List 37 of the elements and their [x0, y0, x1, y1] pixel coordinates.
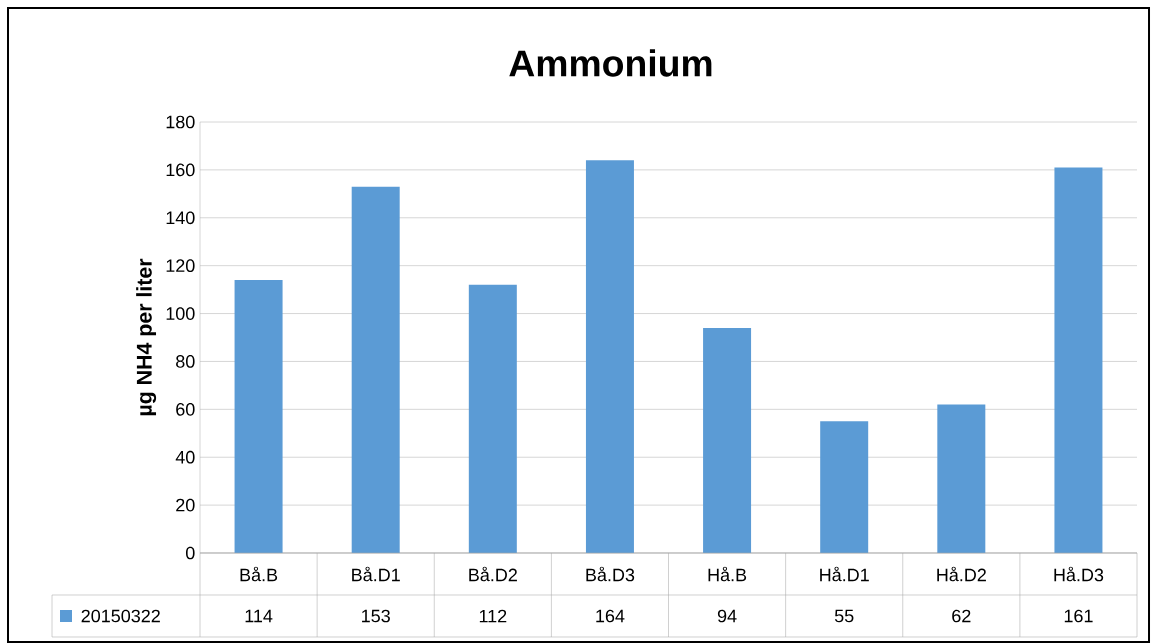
data-label: 153 — [362, 609, 390, 623]
data-label: 161 — [1064, 609, 1093, 623]
y-tick-label: 180 — [166, 115, 195, 129]
y-tick-label: 100 — [166, 307, 195, 320]
x-tick-label: Bå.D3 — [586, 566, 635, 582]
y-tick-label: 40 — [175, 450, 195, 464]
y-tick-label: 20 — [176, 498, 195, 512]
data-label: 114 — [245, 609, 273, 623]
y-axis-title: µg NH4 per liter — [136, 258, 157, 416]
bar — [937, 404, 986, 553]
chart-title: Ammonium — [509, 49, 712, 77]
x-tick-label: Hå.B — [708, 566, 747, 582]
bar — [1054, 167, 1103, 553]
bar — [351, 186, 400, 553]
x-tick-label: Bå.B — [240, 566, 278, 582]
y-tick-label: 140 — [166, 211, 195, 225]
y-tick-label: 60 — [176, 402, 195, 416]
data-label: 62 — [952, 609, 971, 623]
y-tick-label: 0 — [186, 546, 195, 560]
data-label: 164 — [596, 609, 625, 623]
x-tick-label: Bå.D1 — [352, 566, 400, 582]
bar — [820, 421, 869, 553]
y-tick-label: 120 — [166, 259, 195, 273]
bar — [585, 160, 634, 553]
x-tick-label: Hå.D1 — [820, 566, 869, 582]
x-tick-label: Bå.D2 — [469, 566, 517, 582]
x-tick-label: Hå.D3 — [1054, 566, 1104, 582]
data-label: 94 — [717, 609, 737, 623]
data-label: 112 — [479, 609, 507, 623]
data-label: 55 — [834, 609, 854, 623]
y-tick-label: 160 — [166, 163, 195, 177]
bar — [703, 327, 752, 553]
bar — [234, 280, 283, 553]
x-tick-label: Hå.D2 — [937, 566, 986, 582]
bar — [468, 284, 517, 553]
y-tick-label: 80 — [176, 355, 195, 368]
legend-label: 20150322 — [81, 609, 160, 623]
